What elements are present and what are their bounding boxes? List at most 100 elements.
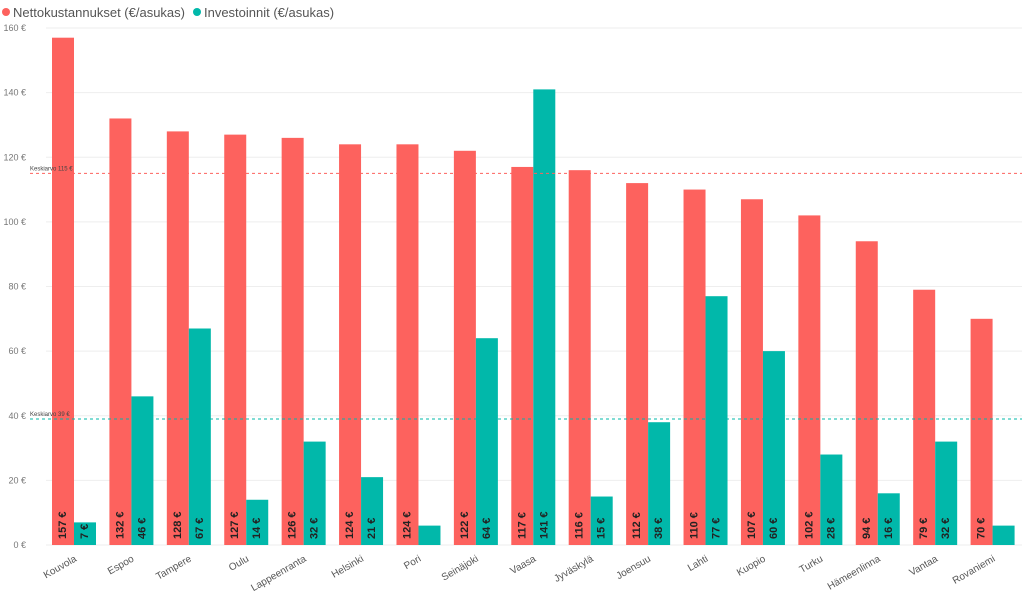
legend-label-nettokustannukset: Nettokustannukset (€/asukas) [13, 4, 185, 20]
x-tick-label: Pori [402, 554, 423, 572]
bar-investoinnit[interactable] [246, 499, 269, 545]
bar-nettokustannukset[interactable] [166, 131, 189, 545]
y-tick-label: 120 € [3, 152, 26, 162]
bar-investoinnit[interactable] [648, 422, 671, 545]
bar-nettokustannukset[interactable] [511, 166, 534, 545]
legend-dot-icon [2, 8, 10, 16]
bar-investoinnit[interactable] [820, 454, 843, 545]
x-tick-label: Seinäjoki [440, 554, 481, 584]
bar-nettokustannukset[interactable] [855, 241, 878, 545]
bar-investoinnit[interactable] [131, 396, 154, 545]
y-tick-label: 20 € [8, 475, 26, 485]
data-label: 107 € [746, 511, 758, 539]
data-label: 127 € [229, 511, 241, 539]
reference-lines: Keskiarvo 115 € Keskiarvo 39 € [30, 166, 1022, 420]
legend-dot-icon [192, 8, 201, 16]
bar-nettokustannukset[interactable] [913, 289, 936, 545]
y-tick-label: 60 € [8, 346, 26, 356]
bar-investoinnit[interactable] [361, 477, 384, 545]
y-tick-label: 40 € [8, 411, 26, 421]
bar-nettokustannukset[interactable] [798, 215, 821, 545]
bar-investoinnit[interactable] [533, 89, 556, 546]
x-tick-label: Helsinki [330, 554, 366, 581]
x-tick-label: Tampere [154, 553, 194, 582]
data-label: 7 € [79, 524, 91, 539]
data-label: 32 € [309, 518, 321, 539]
y-tick-label: 0 € [13, 540, 26, 550]
bar-nettokustannukset[interactable] [52, 37, 74, 545]
legend-item-nettokustannukset[interactable]: Nettokustannukset (€/asukas) [2, 5, 185, 20]
x-tick-label: Kouvola [42, 553, 79, 581]
data-label: 124 € [344, 511, 356, 539]
bar-nettokustannukset[interactable] [970, 318, 993, 545]
x-tick-label: Vantaa [908, 553, 941, 578]
y-tick-label: 140 € [3, 88, 26, 98]
bar-nettokustannukset[interactable] [683, 189, 706, 545]
bar-nettokustannukset[interactable] [626, 183, 649, 545]
bar-nettokustannukset[interactable] [224, 134, 247, 545]
data-label: 112 € [631, 512, 643, 539]
bar-investoinnit[interactable] [590, 496, 613, 545]
data-label: 122 € [459, 511, 471, 539]
bar-investoinnit[interactable] [303, 441, 326, 545]
bar-investoinnit[interactable] [188, 328, 211, 545]
data-label: 124 € [401, 511, 413, 539]
x-tick-label: Turku [798, 554, 825, 576]
x-tick-label: Rovaniemi [951, 554, 997, 587]
data-label: 132 € [114, 511, 126, 539]
x-tick-label: Joensuu [615, 554, 653, 582]
x-tick-label: Lappeenranta [249, 553, 308, 591]
reference-line-label: Keskiarvo 39 € [30, 412, 70, 418]
bar-investoinnit[interactable] [935, 441, 958, 545]
y-axis: 0 € 20 € 40 € 60 € 80 € 100 € 120 € 140 € 160 € [3, 23, 26, 550]
x-tick-label: Jyväskylä [552, 553, 595, 584]
data-label: 16 € [883, 518, 895, 539]
y-tick-label: 80 € [8, 282, 26, 292]
data-label: 28 € [825, 518, 837, 539]
data-label: 15 € [596, 518, 608, 539]
data-label: 94 € [861, 518, 873, 539]
bar-investoinnit[interactable] [418, 525, 441, 545]
x-tick-label: Lahti [686, 554, 710, 574]
bar-nettokustannukset[interactable] [109, 118, 132, 545]
data-label: 126 € [287, 511, 299, 539]
data-label: 79 € [918, 518, 930, 539]
data-label: 14 € [251, 518, 263, 539]
x-tick-label: Vaasa [509, 553, 539, 577]
bar-nettokustannukset[interactable] [339, 144, 362, 545]
legend-item-investoinnit[interactable]: Investoinnit (€/asukas) [192, 4, 335, 20]
data-label: 117 € [516, 512, 528, 539]
data-label: 32 € [940, 518, 952, 539]
bar-nettokustannukset[interactable] [453, 150, 476, 545]
y-tick-label: 100 € [3, 217, 26, 227]
bar-investoinnit[interactable] [762, 351, 785, 545]
bar-investoinnit[interactable] [74, 522, 96, 545]
y-tick-label: 160 € [3, 23, 26, 33]
data-label: 60 € [768, 518, 780, 539]
data-label: 46 € [136, 518, 148, 539]
bar-nettokustannukset[interactable] [396, 144, 419, 545]
bar-nettokustannukset[interactable] [281, 137, 304, 546]
data-label: 77 € [711, 518, 723, 539]
bar-nettokustannukset[interactable] [568, 170, 591, 546]
bar-investoinnit[interactable] [877, 493, 900, 545]
legend-label-investoinnit: Investoinnit (€/asukas) [203, 4, 335, 20]
bar-nettokustannukset[interactable] [740, 199, 763, 545]
bars [52, 37, 1015, 546]
data-label: 70 € [976, 518, 988, 539]
data-label: 157 € [57, 511, 69, 539]
data-label: 128 € [172, 511, 184, 539]
data-label: 67 € [194, 518, 206, 539]
data-label: 102 € [803, 511, 815, 539]
chart-legend: Nettokustannukset (€/asukas) Investoinni… [2, 3, 342, 21]
data-label: 64 € [481, 518, 493, 539]
data-label: 141 € [538, 511, 550, 539]
bar-investoinnit[interactable] [705, 296, 728, 545]
bar-investoinnit[interactable] [992, 525, 1015, 545]
bar-investoinnit[interactable] [475, 338, 498, 545]
reference-line-label: Keskiarvo 115 € [30, 166, 73, 172]
data-label: 110 € [689, 512, 701, 539]
x-tick-label: Kuopio [735, 553, 768, 578]
